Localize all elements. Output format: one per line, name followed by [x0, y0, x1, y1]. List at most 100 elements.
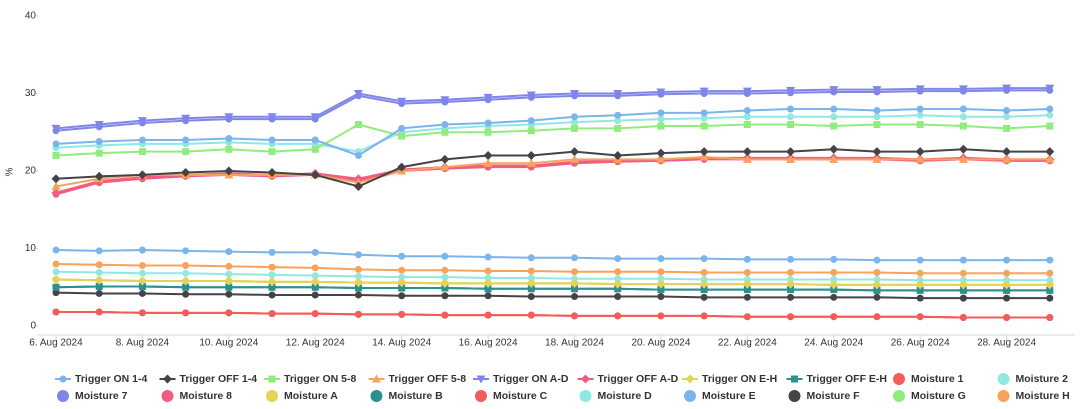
legend-item[interactable]: Trigger ON 5-8 [264, 373, 357, 385]
marker [786, 154, 796, 163]
series-line [55, 156, 1050, 188]
legend-item[interactable]: Moisture A [266, 390, 338, 402]
legend-item[interactable]: Moisture B [370, 390, 444, 402]
legend-item[interactable]: Moisture 8 [161, 390, 233, 402]
x-tick-label: 20. Aug 2024 [631, 338, 690, 349]
marker [95, 149, 103, 157]
marker [483, 151, 493, 160]
marker [786, 86, 796, 95]
legend-item[interactable]: Moisture D [579, 390, 653, 402]
marker [138, 269, 146, 277]
marker [787, 113, 795, 121]
marker [742, 87, 752, 96]
legend-label: Moisture E [702, 390, 756, 402]
series-line [55, 249, 1050, 262]
legend-item[interactable]: Moisture 7 [57, 390, 128, 402]
marker [787, 269, 795, 277]
marker [1046, 269, 1054, 277]
marker [311, 310, 319, 318]
marker [1046, 256, 1054, 264]
marker [959, 269, 967, 277]
marker [225, 309, 233, 317]
series-line [55, 278, 1050, 286]
marker [915, 147, 925, 157]
legend-item[interactable]: Moisture H [997, 390, 1070, 402]
marker [1046, 313, 1054, 321]
marker [873, 107, 881, 115]
marker [959, 256, 967, 264]
marker [224, 166, 234, 176]
marker [268, 248, 276, 256]
marker [997, 390, 1010, 402]
marker [614, 285, 622, 293]
legend-item[interactable]: Moisture 2 [997, 373, 1069, 385]
marker [182, 283, 190, 291]
marker [657, 275, 665, 283]
marker [657, 109, 665, 117]
marker [570, 154, 580, 163]
marker [1002, 280, 1012, 290]
marker [656, 279, 666, 289]
marker [95, 247, 103, 255]
marker [699, 279, 709, 289]
marker [397, 162, 407, 172]
marker [476, 375, 486, 384]
marker [310, 277, 320, 287]
marker [354, 310, 362, 318]
marker [1045, 147, 1055, 157]
marker [1003, 294, 1011, 302]
marker [268, 136, 276, 144]
legend-item[interactable]: Moisture C [475, 390, 548, 402]
marker [398, 284, 406, 292]
marker [527, 117, 535, 125]
marker [137, 276, 147, 286]
marker [398, 273, 406, 281]
legend-item[interactable]: Trigger OFF 5-8 [368, 373, 467, 385]
legend-item[interactable]: Trigger OFF A-D [577, 373, 679, 385]
marker [311, 136, 319, 144]
marker [52, 268, 60, 276]
legend-item[interactable]: Moisture E [684, 390, 756, 402]
marker [397, 278, 407, 288]
marker [1046, 105, 1054, 113]
legend-item[interactable]: Trigger ON 1-4 [55, 373, 148, 385]
marker [830, 105, 838, 113]
marker [873, 286, 881, 294]
marker [52, 308, 60, 316]
marker [700, 293, 708, 301]
marker [354, 265, 362, 273]
marker [787, 121, 795, 128]
legend-item[interactable]: Moisture F [788, 390, 861, 402]
marker [441, 128, 449, 136]
marker [571, 124, 579, 132]
legend-item[interactable]: Trigger ON A-D [473, 373, 569, 385]
marker [873, 269, 881, 277]
legend-label: Trigger OFF E-H [807, 373, 888, 385]
marker [163, 374, 172, 384]
legend-item[interactable]: Trigger OFF 1-4 [159, 373, 258, 385]
legend-item[interactable]: Moisture 1 [893, 373, 964, 385]
marker [571, 285, 579, 293]
marker [310, 170, 320, 180]
marker [872, 280, 882, 290]
marker [581, 374, 590, 384]
marker [484, 253, 492, 261]
marker [614, 312, 622, 320]
marker [268, 375, 276, 383]
legend-label: Moisture 1 [911, 373, 964, 385]
series-line [55, 123, 1050, 157]
series [51, 84, 1055, 133]
marker [700, 269, 708, 277]
marker [484, 311, 492, 319]
marker [915, 154, 925, 163]
legend-item[interactable]: Trigger ON E-H [682, 373, 777, 385]
marker [161, 390, 174, 402]
marker [958, 154, 968, 163]
marker [181, 168, 191, 178]
legend-item[interactable]: Moisture G [893, 390, 966, 402]
marker [484, 128, 492, 136]
legend-item[interactable]: Trigger OFF E-H [786, 373, 888, 385]
marker [398, 266, 406, 274]
marker [787, 255, 795, 263]
marker [398, 132, 406, 140]
